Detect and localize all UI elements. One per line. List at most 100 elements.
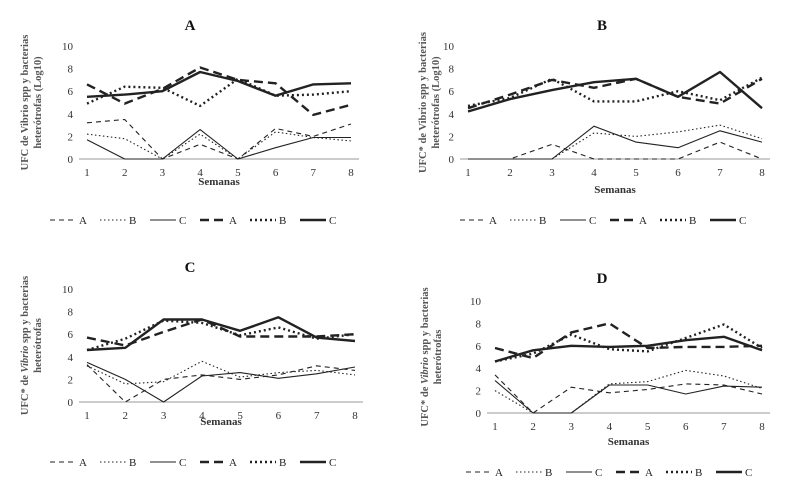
series-line-thick-dot-b (86, 319, 356, 352)
series-line-thin-dash-a (86, 364, 356, 403)
x-tick-label: 4 (197, 167, 203, 179)
series-line-thin-solid-c (86, 129, 351, 160)
series-line-thick-dot-b (86, 77, 352, 108)
y-tick-label: 6 (449, 86, 455, 98)
y-tick-label: 2 (476, 386, 482, 398)
panel-title: B (597, 18, 607, 34)
x-tick-label: 2 (122, 167, 128, 179)
y-tick-label: 10 (62, 284, 74, 296)
y-axis-label: UFC* de Vibrio spp y bacterias (20, 276, 31, 415)
legend-label: C (589, 215, 596, 227)
y-tick-label: 0 (68, 397, 74, 409)
legend-label: A (229, 215, 237, 227)
y-axis-label: heterótrofas (Log10) (33, 56, 44, 149)
x-tick-label: 8 (759, 421, 765, 433)
series-line-thin-dot-b (468, 124, 763, 160)
y-axis-label: heterótrofas (Log10) (431, 56, 442, 149)
legend-label: B (129, 457, 136, 469)
legend-label: A (79, 457, 87, 469)
series-line-thick-solid-c (86, 316, 356, 352)
x-tick-label: 5 (633, 167, 639, 179)
x-tick-label: 6 (683, 421, 689, 433)
series-line-thick-solid-c (467, 70, 763, 113)
series-line-thin-dot-b (86, 131, 352, 160)
x-tick-label: 2 (530, 421, 536, 433)
x-tick-label: 2 (507, 167, 513, 179)
x-axis-label: Semanas (200, 416, 242, 428)
series-line-thick-dash-a (494, 322, 763, 360)
x-tick-label: 4 (591, 167, 597, 179)
legend-label: A (645, 467, 653, 479)
x-tick-label: 7 (311, 167, 317, 179)
y-tick-label: 2 (449, 131, 455, 143)
x-tick-label: 6 (276, 410, 282, 422)
x-tick-label: 2 (123, 410, 129, 422)
legend-label: A (489, 215, 497, 227)
x-tick-label: 3 (569, 421, 575, 433)
legend-label: B (695, 467, 702, 479)
legend-label: C (329, 215, 336, 227)
x-tick-label: 1 (84, 167, 90, 179)
y-tick-label: 6 (68, 86, 74, 98)
x-tick-label: 6 (675, 167, 681, 179)
x-tick-label: 4 (199, 410, 205, 422)
legend-label: B (279, 457, 286, 469)
y-tick-label: 6 (68, 329, 74, 341)
y-axis-label: heterótrofas (33, 318, 44, 373)
x-tick-label: 7 (721, 421, 727, 433)
x-tick-label: 7 (717, 167, 723, 179)
y-tick-label: 6 (476, 341, 482, 353)
legend-label: B (129, 215, 136, 227)
y-axis-label: UFC* de Vibrio spp y bacterias (418, 32, 429, 173)
legend-label: A (639, 215, 647, 227)
legend-label: C (745, 467, 752, 479)
x-tick-label: 5 (645, 421, 651, 433)
series-line-thin-dot-b (494, 369, 763, 414)
y-tick-label: 0 (449, 154, 455, 166)
y-tick-label: 10 (470, 296, 482, 308)
x-tick-label: 3 (549, 167, 555, 179)
y-tick-label: 2 (68, 374, 74, 386)
series-line-thick-dash-a (467, 77, 763, 110)
series-line-thin-solid-c (468, 125, 763, 160)
y-tick-label: 10 (62, 41, 74, 53)
y-tick-label: 0 (68, 154, 74, 166)
y-tick-label: 4 (68, 352, 74, 364)
y-axis-label: heterótrofas (433, 330, 444, 385)
legend-label: B (545, 467, 552, 479)
legend-label: B (539, 215, 546, 227)
x-tick-label: 3 (161, 410, 167, 422)
panel-title: C (185, 260, 196, 276)
x-tick-label: 8 (352, 410, 358, 422)
series-line-thin-solid-c (86, 361, 356, 403)
x-tick-label: 1 (465, 167, 471, 179)
x-tick-label: 8 (759, 167, 765, 179)
y-tick-label: 8 (68, 64, 74, 76)
x-tick-label: 4 (607, 421, 613, 433)
x-tick-label: 8 (348, 167, 354, 179)
y-tick-label: 8 (449, 64, 455, 76)
y-tick-label: 2 (68, 131, 74, 143)
y-axis-label: UFC* de Vibrio spp y bacterias (420, 287, 431, 426)
legend-label: C (739, 215, 746, 227)
legend-label: C (179, 215, 186, 227)
legend-label: A (495, 467, 503, 479)
x-tick-label: 3 (160, 167, 166, 179)
series-line-thin-solid-c (494, 380, 763, 414)
legend-label: C (179, 457, 186, 469)
x-tick-label: 1 (84, 410, 90, 422)
y-tick-label: 8 (476, 318, 482, 330)
x-tick-label: 5 (235, 167, 241, 179)
y-tick-label: 4 (476, 363, 482, 375)
series-line-thin-dash-a (86, 118, 352, 160)
series-line-thick-dot-b (467, 76, 763, 108)
legend-label: A (229, 457, 237, 469)
